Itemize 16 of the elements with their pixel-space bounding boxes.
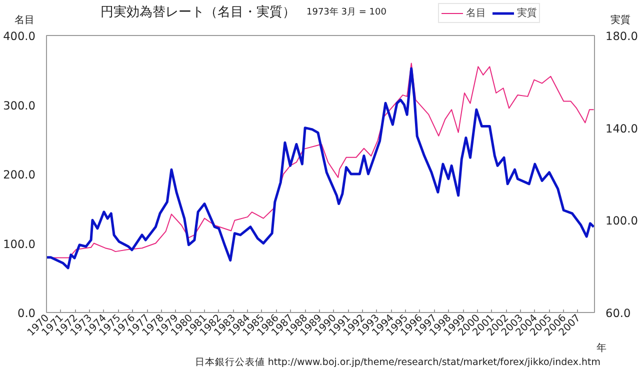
y2-tick-label: 140.0 [606,121,638,136]
y-tick-label: 400.0 [3,29,36,43]
text: 日本銀行公表値 http://www.boj.or.jp/theme/research/stat/market/forex/jikko/index.htm [194,356,601,368]
x-axis-title: 年 [596,342,606,354]
y-tick-label: 100.0 [3,236,36,251]
y-tick-label: 300.0 [3,98,36,112]
y2-tick-label: 100.0 [606,214,638,228]
y2-tick-label: 60.0 [606,306,631,320]
y-axis-title: 名目 [14,14,34,26]
legend-label: 実質 [517,6,537,20]
y2-tick-label: 180.0 [606,29,638,43]
y-tick-label: 200.0 [3,168,36,182]
y2-axis-title: 実質 [610,14,630,26]
chart-subtitle: 1973年 3月 = 100 [306,6,387,18]
chart-title: 円実効為替レート（名目・実質） [100,4,296,20]
legend-label: 名目 [466,7,486,20]
